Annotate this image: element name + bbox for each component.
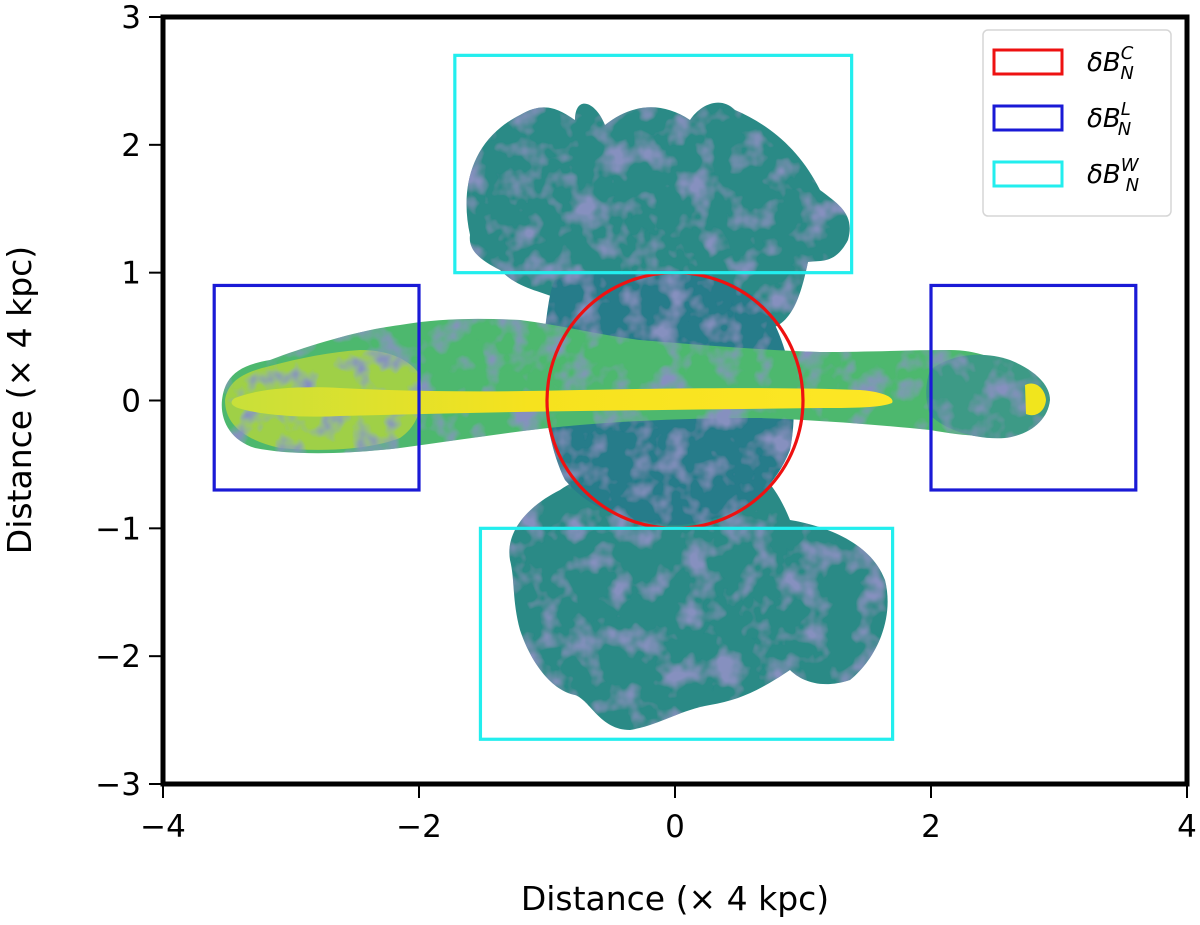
jet [231,387,893,417]
y-tick-label: −2 [95,639,141,675]
y-tick-label: 2 [121,128,141,164]
region-l-3 [929,283,1138,492]
region-w-4 [453,53,854,275]
region-w-5 [478,526,895,741]
axes-frame [160,14,1190,787]
x-tick-label: 4 [1177,809,1197,845]
y-tick-label: 3 [121,0,141,36]
x-axis-label: Distance (× 4 kpc) [521,879,829,918]
jet-tip [1025,383,1046,416]
x-axis: −4 −2 0 2 4 [140,786,1197,845]
right-knot [926,354,1050,439]
legend-swatch [992,48,1064,76]
y-tick-label: −1 [95,511,141,547]
x-tick-label: 2 [921,809,941,845]
legend: δBC N δBL N δBW N [982,29,1172,217]
region-l-2 [212,283,421,492]
legend-swatch [992,160,1064,188]
legend-label: δBC N [1087,43,1134,84]
region-outlines [212,53,1138,741]
lower-lobe [509,454,888,730]
legend-label: δBL N [1087,99,1131,140]
x-tick-label: 0 [665,809,685,845]
legend-swatch [992,104,1064,132]
legend-frame [982,29,1172,217]
disc-band [221,318,1047,454]
y-tick-label: 0 [121,384,141,420]
y-tick-label: 1 [121,256,141,292]
legend-label: δBW N [1087,155,1140,196]
density-map [221,102,1050,730]
y-axis: −3 −2 −1 0 1 2 3 [95,0,161,803]
x-tick-label: −2 [396,809,442,845]
x-tick-label: −4 [140,809,186,845]
y-axis-label: Distance (× 4 kpc) [0,246,39,554]
y-tick-label: −3 [95,767,141,803]
